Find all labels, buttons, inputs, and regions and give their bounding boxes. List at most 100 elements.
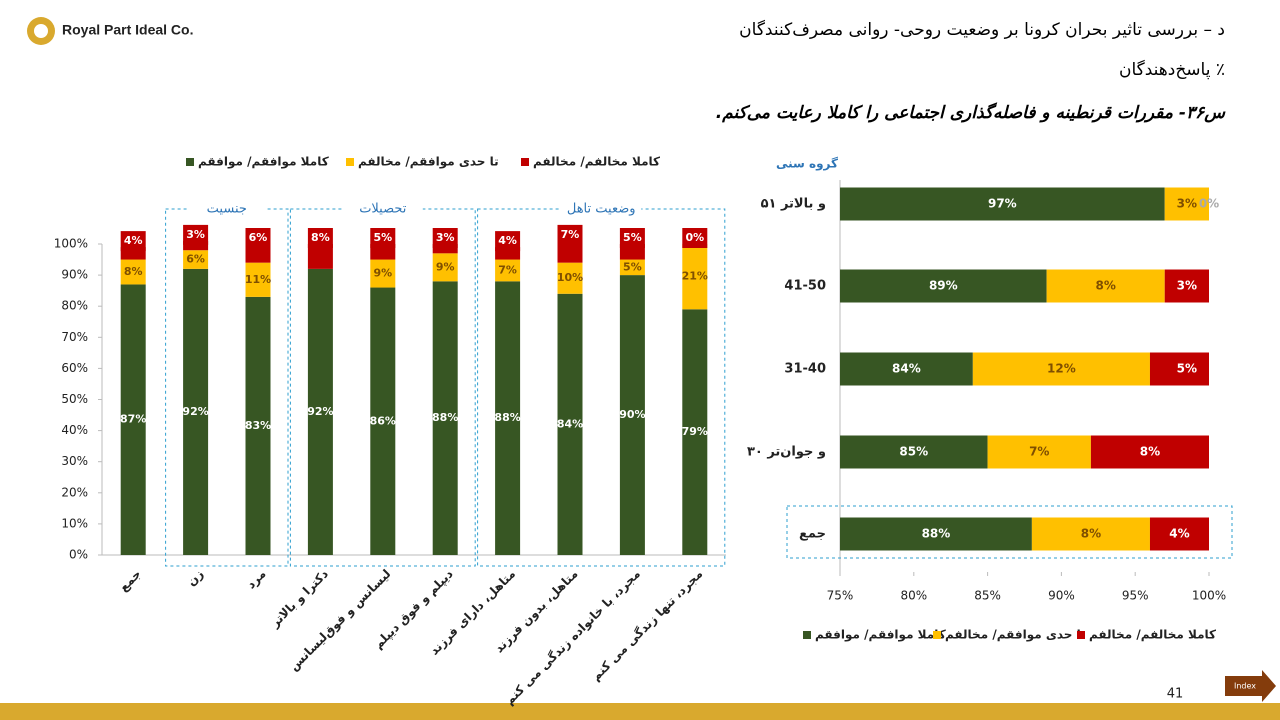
bar-segment [840, 269, 1047, 303]
bar-segment [307, 268, 333, 555]
red-label-bg [557, 224, 583, 245]
data-label: 87% [120, 413, 146, 426]
bar-segment [972, 352, 1150, 386]
data-label: 88% [494, 411, 520, 424]
x-tick-label: مجرد، تنها زندگی می کنم [589, 567, 706, 684]
legend-swatch [933, 631, 941, 639]
y-tick-label: 40% [61, 423, 88, 437]
x-tick-label: 95% [1122, 589, 1149, 603]
company-name: Royal Part Ideal Co. [62, 22, 193, 38]
y-tick-label: 0% [69, 548, 88, 562]
red-label-bg [120, 231, 146, 252]
group-label-bg [186, 200, 267, 218]
data-label: 4% [124, 234, 143, 247]
y-tick-label: 70% [61, 330, 88, 344]
data-label: 8% [1095, 279, 1115, 293]
y-tick-label: 100% [54, 237, 88, 251]
data-label: 7% [561, 228, 580, 241]
bar-segment [495, 281, 521, 555]
x-tick-label: 75% [827, 589, 854, 603]
bar-segment [1090, 435, 1209, 469]
bar-segment [1164, 269, 1209, 303]
legend-label: کاملا مخالفم/ مخالفم [1089, 628, 1216, 642]
data-label: 5% [1177, 362, 1197, 376]
group-label-bg [561, 200, 642, 218]
red-label-bg [370, 228, 396, 248]
data-label: 86% [370, 414, 396, 427]
bar-segment [432, 253, 458, 282]
y-tick-label: 20% [61, 485, 88, 499]
x-tick-label: 85% [974, 589, 1001, 603]
bar-segment [682, 309, 708, 555]
data-label: 7% [498, 263, 517, 276]
index-label[interactable]: Index [1234, 682, 1256, 691]
bar-segment [120, 259, 146, 285]
bar-segment [120, 284, 146, 555]
y-tick-label: ۳۰ و جوان‌تر [747, 445, 826, 460]
y-tick-label: 80% [61, 299, 88, 313]
data-label: 5% [623, 231, 642, 244]
legend-label: تا حدی موافقم/ مخالفم [945, 628, 1086, 643]
y-tick-label: 41-50 [784, 279, 826, 294]
red-label-bg [245, 228, 271, 248]
legend-label: تا حدی موافقم/ مخالفم [358, 155, 499, 170]
x-tick-label: 80% [900, 589, 927, 603]
y-tick-label: 31-40 [784, 362, 826, 377]
bar-segment [432, 244, 458, 254]
bar-segment [183, 268, 209, 555]
red-label-bg [495, 231, 521, 252]
bar-segment [1149, 517, 1209, 551]
data-label: 9% [373, 267, 392, 280]
bar-segment [557, 240, 583, 263]
data-label: 79% [682, 425, 708, 438]
data-label: 8% [1140, 445, 1160, 459]
bar-segment [183, 250, 209, 269]
subtitle: ٪ پاسخ‌دهندگان [1118, 60, 1225, 80]
data-label: 97% [988, 197, 1017, 211]
bar-segment [987, 435, 1091, 469]
legend-swatch [803, 631, 811, 639]
footer-bar [0, 703, 1280, 720]
data-label: 4% [498, 234, 517, 247]
data-label: 0% [1199, 197, 1219, 211]
data-label: 5% [623, 260, 642, 273]
data-label: 89% [929, 279, 958, 293]
bar-segment [370, 287, 396, 555]
group-label: جنسیت [207, 202, 247, 217]
bar-segment [245, 244, 271, 263]
y-tick-label: 50% [61, 392, 88, 406]
data-label: 84% [892, 362, 921, 376]
data-label: 21% [682, 270, 708, 283]
x-tick-label: مرد [244, 567, 269, 592]
bar-segment [557, 293, 583, 555]
legend-swatch [1077, 631, 1085, 639]
data-label: 84% [557, 417, 583, 430]
data-label: 12% [1047, 362, 1076, 376]
bar-segment [1164, 187, 1209, 221]
bar-segment [1149, 352, 1209, 386]
bar-segment [557, 262, 583, 294]
data-label: 88% [432, 411, 458, 424]
data-label: 9% [436, 260, 455, 273]
x-tick-label: جمع [116, 567, 143, 594]
red-label-bg [432, 228, 458, 248]
red-label-bg [682, 228, 708, 248]
y-tick-label: جمع [799, 527, 826, 542]
logo-inner [34, 24, 48, 38]
y-axis-title: گروه سنی [776, 157, 838, 172]
bar-segment [245, 262, 271, 297]
data-label: 11% [245, 273, 271, 286]
red-label-bg [183, 224, 209, 245]
title: د – بررسی تاثیر بحران کرونا بر وضعیت روح… [739, 20, 1225, 40]
data-label: 6% [249, 231, 268, 244]
data-label: 0% [685, 231, 704, 244]
index-button[interactable] [1225, 670, 1276, 702]
data-label: 92% [182, 405, 208, 418]
x-tick-label: زن [184, 567, 206, 589]
x-tick-label: مجرد، با خانواده زندگی می کنم [502, 567, 643, 708]
y-tick-label: 90% [61, 268, 88, 282]
y-tick-label: 30% [61, 454, 88, 468]
data-label: 10% [557, 271, 583, 284]
